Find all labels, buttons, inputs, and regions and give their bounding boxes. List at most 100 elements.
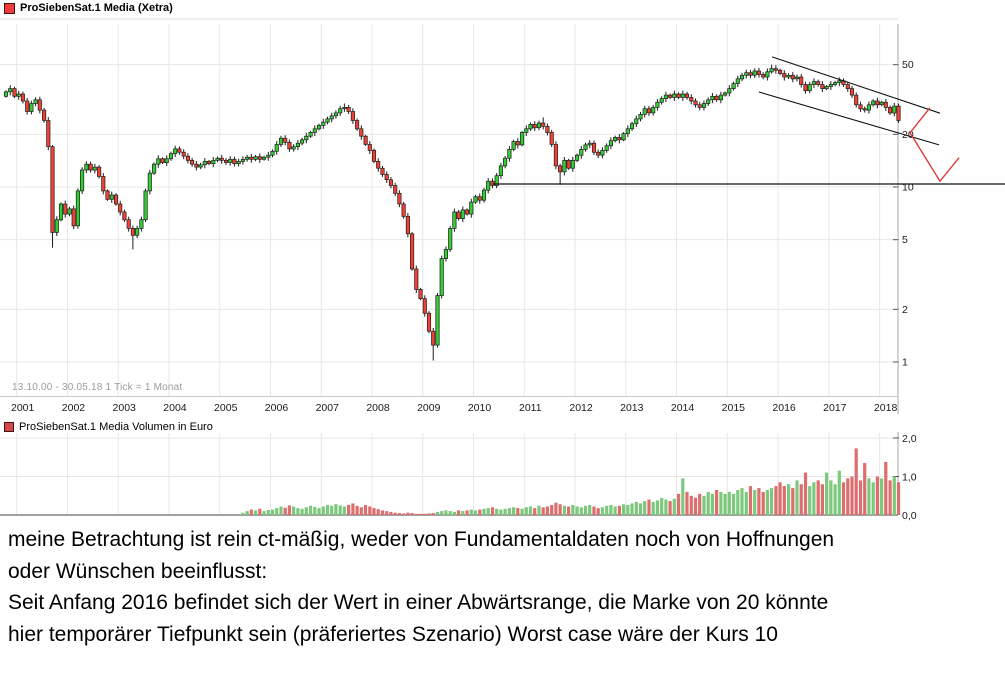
- candle-body: [892, 105, 897, 114]
- year-label: 2010: [468, 402, 492, 414]
- candle-body: [388, 179, 393, 186]
- candle-body: [135, 228, 140, 236]
- candle-body: [511, 141, 516, 150]
- candle-body: [655, 101, 660, 108]
- volume-bar: [638, 503, 643, 515]
- volume-bar: [372, 508, 376, 515]
- candle-body: [888, 107, 893, 114]
- candle-body: [278, 137, 284, 145]
- candle-body: [456, 211, 461, 219]
- candle-body: [25, 100, 30, 112]
- candle-body: [600, 149, 605, 156]
- volume-bar: [380, 510, 385, 515]
- candle-body: [295, 142, 300, 148]
- volume-chart-legend: ProSiebenSat.1 Media Volumen in Euro: [4, 421, 213, 433]
- candle-body: [37, 99, 42, 111]
- volume-bar: [647, 499, 651, 515]
- downtrend-channel-line: [771, 56, 941, 114]
- volume-bar: [761, 491, 765, 515]
- volume-bar: [841, 482, 846, 515]
- candle-body: [469, 201, 474, 215]
- candle-body: [63, 203, 68, 215]
- candle-body: [139, 219, 144, 229]
- volume-bar: [820, 484, 824, 515]
- candle-body: [490, 180, 495, 186]
- candle-body: [393, 185, 398, 194]
- candle-body: [714, 95, 719, 101]
- volume-bar: [313, 506, 317, 515]
- volume-bar: [414, 513, 418, 515]
- comment-text: meine Betrachtung ist rein ct-mäßig, wed…: [8, 524, 1003, 650]
- volume-bar: [254, 510, 258, 515]
- candle-body: [380, 167, 385, 175]
- candle-body: [16, 93, 21, 97]
- volume-bar: [499, 509, 503, 515]
- candle-body: [88, 163, 93, 171]
- volume-bar: [503, 508, 507, 515]
- volume-bar: [698, 493, 702, 515]
- candle-body: [12, 88, 17, 97]
- price-tick-label: 50: [902, 59, 914, 71]
- candle-body: [744, 72, 749, 76]
- year-label: 2002: [62, 402, 86, 414]
- candle-body: [84, 163, 89, 171]
- candle-body: [147, 172, 152, 192]
- volume-bar: [558, 504, 562, 515]
- volume-bar: [317, 508, 321, 515]
- candle-body: [587, 142, 592, 146]
- volume-series-square-icon: [4, 422, 14, 432]
- candle-body: [739, 74, 745, 80]
- volume-tick-label: 2,0: [902, 433, 917, 445]
- candle-body: [401, 203, 406, 217]
- volume-bar: [723, 493, 727, 515]
- year-label: 2009: [417, 402, 441, 414]
- volume-tick-label: 0,0: [902, 510, 917, 522]
- volume-bar: [672, 498, 676, 515]
- volume-bar: [732, 493, 736, 515]
- volume-bar: [791, 488, 795, 515]
- volume-bar: [774, 486, 778, 515]
- candle-body: [97, 166, 102, 177]
- year-label: 2007: [316, 402, 340, 414]
- volume-bar: [896, 482, 901, 515]
- volume-bar: [495, 508, 499, 515]
- volume-bar: [833, 484, 837, 515]
- candle-body: [794, 76, 800, 80]
- year-label: 2018: [874, 402, 898, 414]
- candle-body: [363, 135, 368, 145]
- candle-body: [697, 104, 702, 108]
- volume-bar: [736, 490, 740, 515]
- volume-bar: [368, 506, 372, 515]
- candle-body: [152, 163, 157, 174]
- volume-bar: [351, 503, 355, 515]
- volume-bar: [520, 508, 524, 515]
- volume-bar: [846, 478, 850, 515]
- candle-body: [811, 81, 816, 85]
- year-label: 2013: [620, 402, 644, 414]
- candle-body: [431, 330, 436, 346]
- volume-bar: [854, 448, 858, 515]
- candle-body: [198, 164, 203, 168]
- candle-body: [29, 103, 34, 112]
- year-label: 2004: [163, 402, 187, 414]
- candle-body: [718, 94, 723, 101]
- volume-bar: [770, 488, 774, 515]
- candle-body: [553, 144, 558, 167]
- candle-body: [854, 94, 859, 106]
- volume-bar: [660, 498, 664, 515]
- candle-body: [634, 118, 639, 125]
- candle-body: [168, 153, 174, 160]
- candle-body: [883, 101, 888, 108]
- candle-body: [727, 88, 732, 94]
- candle-body: [42, 109, 47, 121]
- candle-body: [92, 166, 97, 171]
- volume-bar: [258, 508, 262, 515]
- volume-bar: [283, 507, 287, 515]
- candle-body: [67, 208, 72, 215]
- volume-bar: [588, 505, 592, 515]
- candle-body: [803, 84, 808, 92]
- candle-body: [520, 132, 525, 146]
- candle-body: [668, 94, 673, 98]
- volume-bar: [524, 507, 528, 515]
- volume-bar: [681, 478, 685, 515]
